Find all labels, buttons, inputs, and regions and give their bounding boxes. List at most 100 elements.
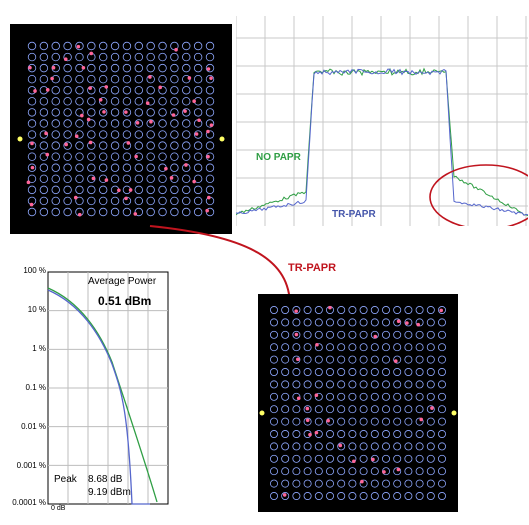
constellation-point (110, 75, 120, 84)
constellation-point (158, 207, 167, 217)
constellation-outlier (77, 212, 82, 217)
constellation-point (359, 405, 368, 414)
constellation-point (382, 479, 390, 488)
constellation-point (415, 442, 424, 451)
constellation-point (337, 430, 346, 438)
constellation-point (122, 152, 132, 161)
constellation-point (170, 86, 179, 95)
ccdf-average-power: 0.51 dBm (98, 294, 152, 308)
constellation-point (404, 380, 413, 389)
constellation-point (63, 63, 72, 73)
spectrum-plot (235, 16, 529, 230)
constellation-outlier (207, 195, 211, 200)
constellation-point (63, 141, 72, 150)
constellation-point (170, 52, 179, 62)
constellation-point (99, 86, 108, 95)
constellation-outlier (50, 76, 54, 81)
constellation-point (292, 318, 301, 327)
constellation-point (292, 368, 301, 376)
constellation-outlier (91, 176, 96, 181)
constellation-outlier (26, 180, 31, 185)
constellation-point (303, 368, 312, 376)
constellation-point (122, 130, 132, 139)
constellation-point (415, 430, 424, 438)
constellation-point (182, 97, 191, 106)
no-papr-spectrum-trace (235, 67, 529, 217)
constellation-point (39, 119, 49, 128)
constellation-point (404, 442, 413, 451)
constellation-point (146, 86, 155, 95)
constellation-point (426, 442, 435, 451)
constellation-point (146, 130, 155, 139)
constellation-point (426, 368, 435, 376)
constellation-point (134, 97, 143, 106)
ccdf-xtick: 0 dB (51, 505, 66, 512)
constellation-point (270, 405, 278, 414)
constellation-point (75, 185, 84, 195)
constellation-point (182, 119, 191, 128)
constellation-point (426, 355, 435, 364)
constellation-outlier (373, 334, 378, 339)
constellation-point (146, 97, 155, 106)
constellation-outlier (328, 305, 332, 310)
constellation-point (292, 306, 301, 314)
constellation-point (382, 492, 390, 500)
constellation-point (63, 52, 72, 62)
constellation-point (205, 185, 215, 195)
constellation-point (281, 380, 290, 389)
constellation-point (303, 405, 312, 414)
ccdf-ytick-1: 100 % (23, 266, 46, 275)
constellation-point (404, 492, 413, 500)
constellation-outlier (45, 88, 50, 92)
constellation-point (87, 207, 96, 217)
constellation-point (359, 318, 368, 327)
constellation-point (326, 368, 334, 376)
constellation-outlier (326, 418, 330, 423)
constellation-point (122, 86, 132, 95)
constellation-point (438, 392, 446, 401)
constellation-point (292, 355, 301, 364)
constellation-point (415, 343, 424, 352)
constellation-point (99, 207, 108, 217)
constellation-point (270, 417, 278, 426)
constellation-point (122, 41, 132, 51)
constellation-point (393, 330, 402, 339)
constellation-point (438, 343, 446, 352)
constellation-point (110, 86, 120, 95)
constellation-point (359, 343, 368, 352)
arrow-caption: TR-PAPR (288, 262, 337, 274)
constellation-point (75, 108, 84, 117)
constellation-point (370, 330, 379, 339)
constellation-point (158, 86, 167, 95)
constellation-point (270, 430, 278, 438)
constellation-point (370, 343, 379, 352)
constellation-outlier (305, 406, 310, 411)
constellation-point (63, 174, 72, 183)
constellation-outlier (305, 418, 310, 423)
constellation-point (348, 330, 357, 339)
constellation-point (170, 75, 179, 84)
constellation-point (63, 130, 72, 139)
constellation-point (404, 430, 413, 438)
ccdf-peak-db: 8.68 dB (88, 474, 123, 485)
constellation-point (326, 318, 334, 327)
constellation-point (382, 306, 390, 314)
constellation-point (182, 63, 191, 73)
constellation-point (99, 196, 108, 206)
constellation-point (348, 467, 357, 476)
constellation-point (415, 417, 424, 426)
constellation-point (110, 108, 120, 117)
constellation-no-papr (10, 24, 232, 234)
constellation-point (270, 368, 278, 376)
constellation-point (146, 207, 155, 217)
constellation-point (393, 405, 402, 414)
constellation-outlier (126, 141, 131, 145)
constellation-point (337, 492, 346, 500)
constellation-outlier (149, 119, 153, 124)
constellation-point (404, 405, 413, 414)
constellation-point (415, 330, 424, 339)
constellation-point (370, 492, 379, 500)
constellation-point (193, 185, 203, 195)
constellation-point (359, 442, 368, 451)
constellation-point (370, 368, 379, 376)
